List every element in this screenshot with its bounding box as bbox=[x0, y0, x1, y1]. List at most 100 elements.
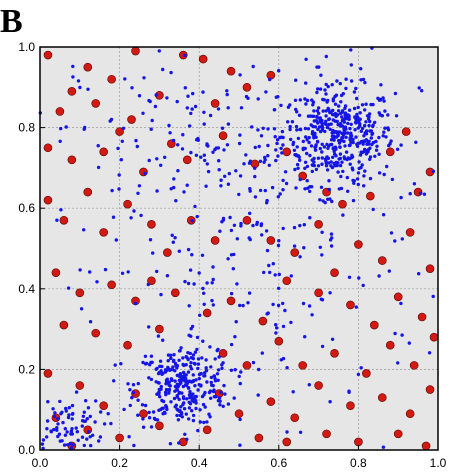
blue-point bbox=[363, 169, 367, 173]
blue-point bbox=[191, 353, 196, 357]
blue-point bbox=[49, 429, 53, 433]
blue-series bbox=[38, 46, 436, 451]
blue-point bbox=[75, 430, 80, 434]
blue-point bbox=[189, 367, 194, 371]
blue-point bbox=[278, 135, 282, 140]
blue-point bbox=[169, 400, 173, 404]
blue-point bbox=[281, 356, 286, 361]
blue-point bbox=[173, 236, 177, 240]
blue-point bbox=[324, 109, 328, 113]
blue-point bbox=[292, 244, 297, 248]
blue-point bbox=[199, 383, 203, 387]
blue-point bbox=[342, 117, 347, 121]
blue-point bbox=[181, 395, 186, 399]
blue-point bbox=[364, 120, 368, 124]
blue-point bbox=[194, 406, 198, 411]
blue-point bbox=[40, 442, 45, 446]
blue-point bbox=[237, 141, 242, 146]
blue-point bbox=[276, 195, 280, 199]
blue-point bbox=[383, 109, 387, 113]
blue-point bbox=[149, 354, 154, 358]
blue-point bbox=[266, 154, 270, 158]
blue-point bbox=[281, 324, 286, 329]
blue-point bbox=[159, 387, 163, 391]
blue-point bbox=[357, 160, 361, 164]
x-tick-label: 0.0 bbox=[32, 456, 49, 470]
blue-point bbox=[292, 225, 297, 230]
blue-point bbox=[399, 301, 403, 306]
blue-point bbox=[340, 109, 345, 113]
blue-point bbox=[170, 367, 174, 372]
blue-point bbox=[69, 446, 74, 450]
blue-point bbox=[185, 356, 189, 360]
blue-point bbox=[208, 415, 212, 419]
red-point bbox=[67, 87, 77, 96]
blue-point bbox=[427, 351, 432, 355]
blue-point bbox=[225, 143, 230, 147]
blue-point bbox=[55, 428, 59, 432]
blue-point bbox=[267, 163, 271, 167]
blue-point bbox=[348, 126, 352, 131]
blue-point bbox=[196, 366, 200, 371]
red-point bbox=[405, 228, 415, 237]
blue-point bbox=[196, 428, 200, 433]
blue-point bbox=[395, 147, 400, 151]
red-point bbox=[155, 324, 164, 334]
blue-point bbox=[238, 303, 242, 308]
blue-point bbox=[198, 408, 202, 412]
blue-point bbox=[271, 302, 275, 307]
blue-point bbox=[289, 274, 293, 278]
red-point bbox=[218, 348, 228, 358]
blue-point bbox=[356, 182, 360, 187]
blue-point bbox=[203, 158, 207, 163]
blue-point bbox=[340, 160, 344, 164]
red-point bbox=[393, 292, 403, 302]
blue-point bbox=[313, 125, 318, 129]
blue-point bbox=[388, 142, 392, 146]
blue-point bbox=[205, 380, 209, 384]
red-point bbox=[338, 199, 347, 209]
blue-point bbox=[226, 106, 230, 110]
blue-point bbox=[347, 114, 351, 118]
blue-point bbox=[367, 123, 371, 128]
blue-point bbox=[202, 291, 206, 295]
blue-point bbox=[341, 92, 345, 96]
blue-point bbox=[157, 49, 161, 53]
blue-point bbox=[263, 188, 267, 193]
blue-point bbox=[169, 356, 173, 361]
blue-point bbox=[61, 420, 65, 425]
blue-point bbox=[329, 160, 333, 164]
blue-point bbox=[281, 301, 285, 306]
red-point bbox=[210, 236, 220, 245]
blue-point bbox=[188, 402, 193, 406]
blue-point bbox=[324, 164, 329, 168]
blue-point bbox=[381, 134, 385, 138]
blue-point bbox=[168, 384, 172, 388]
blue-point bbox=[329, 232, 334, 236]
blue-point bbox=[87, 430, 91, 434]
blue-point bbox=[251, 223, 255, 228]
blue-point bbox=[325, 155, 329, 159]
blue-point bbox=[177, 358, 181, 362]
blue-point bbox=[176, 418, 181, 422]
blue-point bbox=[246, 301, 250, 305]
blue-point bbox=[183, 53, 187, 58]
blue-point bbox=[281, 143, 285, 147]
blue-point bbox=[356, 171, 361, 175]
blue-point bbox=[188, 390, 192, 394]
blue-point bbox=[165, 274, 170, 278]
blue-point bbox=[141, 111, 145, 116]
blue-point bbox=[161, 67, 165, 72]
red-point bbox=[346, 300, 355, 310]
blue-point bbox=[295, 128, 299, 132]
blue-point bbox=[355, 142, 359, 146]
blue-point bbox=[382, 99, 386, 103]
blue-point bbox=[228, 215, 232, 220]
blue-point bbox=[340, 124, 345, 128]
blue-point bbox=[136, 398, 140, 402]
blue-point bbox=[292, 148, 297, 152]
plot-area bbox=[40, 47, 438, 450]
blue-point bbox=[188, 395, 192, 400]
blue-point bbox=[366, 117, 371, 121]
blue-point bbox=[202, 110, 206, 115]
